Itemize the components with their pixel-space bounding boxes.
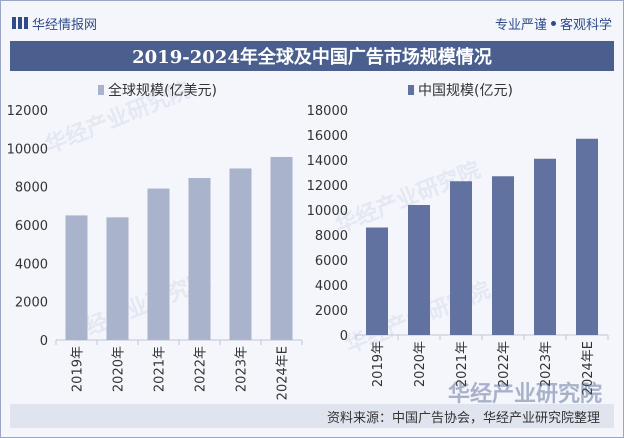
- x-tick-label: 2023年: [235, 346, 250, 392]
- legend-label-global: 全球规模(亿美元): [108, 83, 217, 99]
- x-tick-label: 2022年: [194, 346, 209, 392]
- legend-global: 全球规模(亿美元): [98, 80, 217, 100]
- x-tick-label: 2021年: [153, 346, 168, 392]
- y-tick-label: 8000: [315, 229, 348, 244]
- y-tick-label: 10000: [307, 204, 348, 219]
- bar: [576, 138, 598, 335]
- brand-logo-icon: [12, 17, 28, 29]
- y-tick-label: 6000: [15, 219, 48, 234]
- y-tick-label: 6000: [315, 254, 348, 269]
- x-tick-label: 2021年: [455, 341, 470, 387]
- brand-name: 华经情报网: [32, 17, 98, 33]
- legend-china: 中国规模(亿元): [408, 80, 513, 100]
- x-tick-label: 2019年: [371, 341, 386, 387]
- y-tick-label: 4000: [15, 257, 48, 272]
- china-bar-chart: 0 2000 4000 6000 8000 10000 12000 14000 16000 180…: [307, 104, 609, 395]
- chart-title: 2019-2024年全球及中国广告市场规模情况: [10, 41, 614, 71]
- y-tick-label: 14000: [307, 154, 348, 169]
- bar: [188, 178, 211, 340]
- y-tick-label: 2000: [315, 304, 348, 319]
- x-tick-label: 2020年: [413, 341, 428, 387]
- y-tick-label: 18000: [307, 104, 348, 119]
- bar: [450, 181, 472, 335]
- y-tick-label: 12000: [7, 104, 48, 119]
- header-bar: 华经情报网 专业严谨 客观科学: [12, 12, 612, 34]
- y-tick-label: 8000: [15, 181, 48, 196]
- bar: [147, 188, 170, 340]
- y-tick-label: 10000: [7, 142, 48, 157]
- tagline-1: 专业严谨: [494, 17, 547, 33]
- y-tick-label: 12000: [307, 179, 348, 194]
- legend-swatch-china: [408, 85, 414, 95]
- bar: [534, 158, 556, 335]
- x-tick-label: 2024年E: [276, 346, 291, 400]
- x-tick-label: 2023年: [539, 341, 554, 387]
- legend-label-china: 中国规模(亿元): [418, 83, 513, 99]
- source-note: 资料来源：中国广告协会，华经产业研究院整理: [10, 404, 614, 428]
- y-tick-label: 16000: [307, 129, 348, 144]
- tagline-2: 客观科学: [559, 17, 612, 33]
- x-tick-label: 2022年: [497, 341, 512, 387]
- bar: [106, 217, 129, 340]
- bar: [229, 168, 252, 340]
- bar: [65, 215, 88, 340]
- y-tick-label: 0: [340, 329, 348, 344]
- bar: [270, 156, 293, 340]
- tagline: 专业严谨 客观科学: [495, 14, 612, 33]
- x-tick-label: 2020年: [112, 346, 127, 392]
- x-tick-label: 2019年: [71, 346, 86, 392]
- global-bar-chart: 0 2000 4000 6000 8000 10000 12000 2019年 2020年 202…: [7, 104, 303, 400]
- bullet-icon: [550, 20, 556, 26]
- brand: 华经情报网: [12, 14, 97, 33]
- bar: [408, 205, 430, 335]
- bar: [366, 227, 388, 335]
- legend-swatch-global: [98, 85, 104, 95]
- y-tick-label: 0: [40, 334, 48, 349]
- x-tick-label: 2024年E: [581, 341, 596, 395]
- y-tick-label: 2000: [15, 296, 48, 311]
- y-tick-label: 4000: [315, 279, 348, 294]
- bar: [492, 176, 514, 335]
